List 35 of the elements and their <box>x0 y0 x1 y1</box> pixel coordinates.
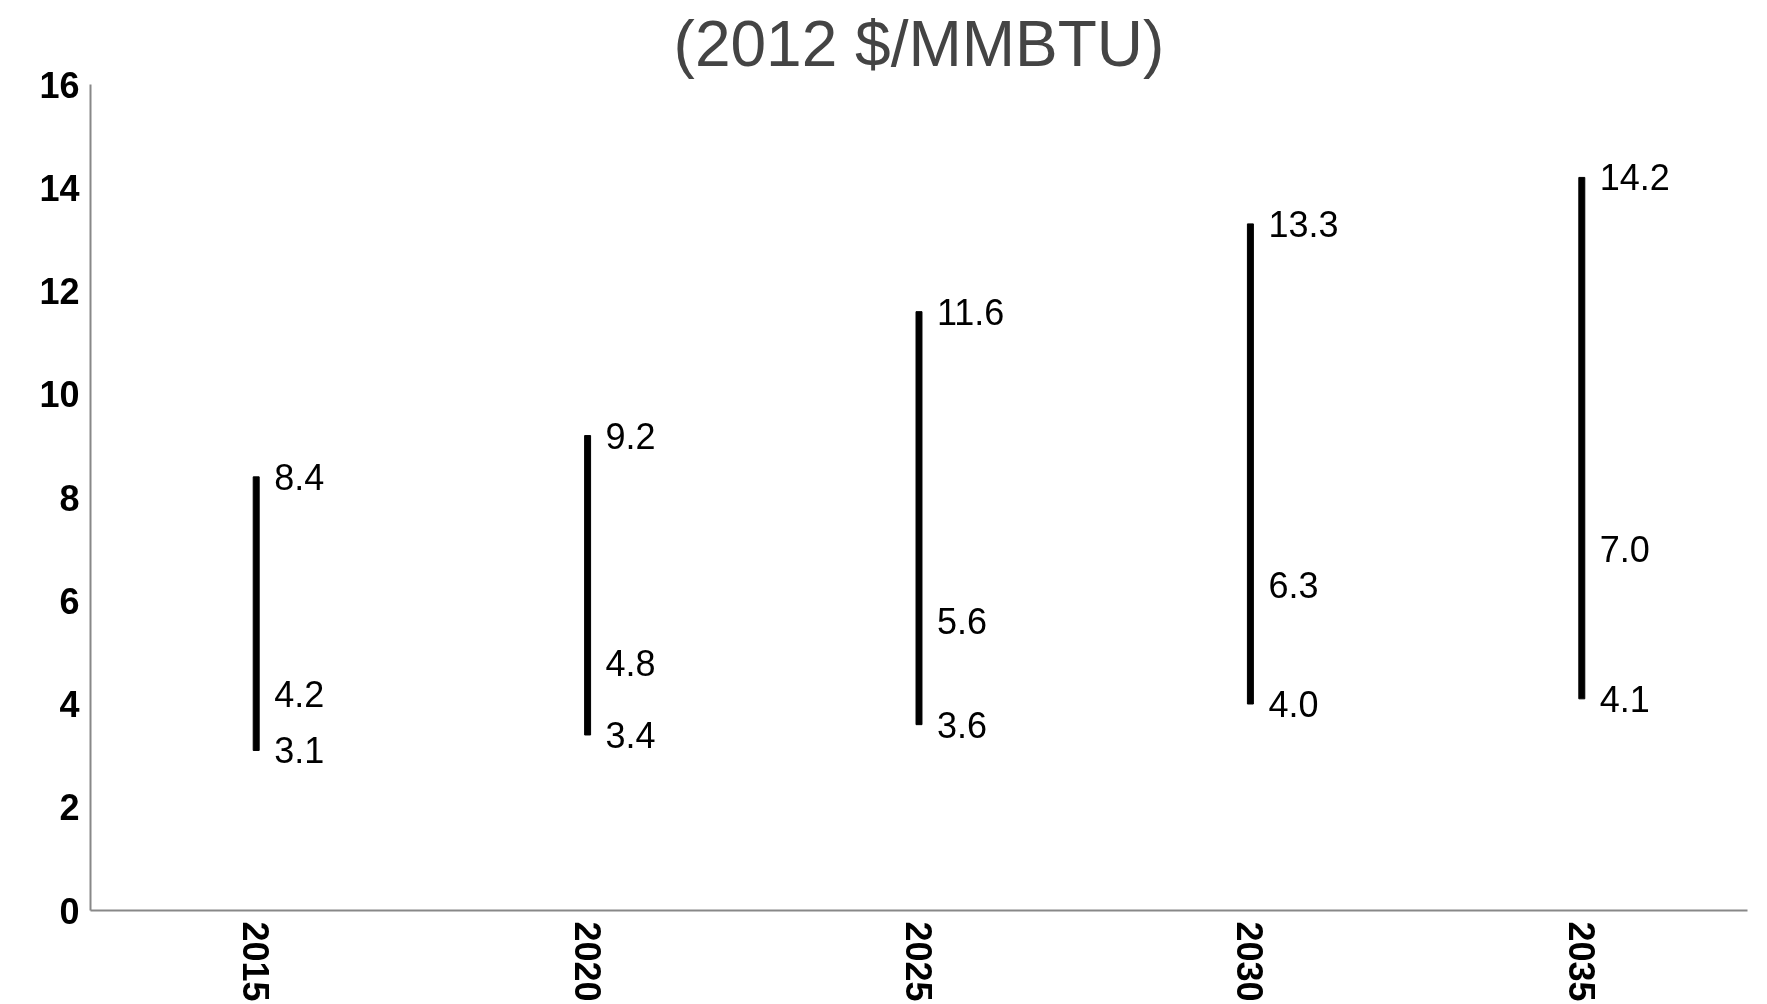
y-tick-label: 14 <box>39 167 80 209</box>
annotation: 3.4 <box>605 714 656 756</box>
y-tick-label: 0 <box>59 890 80 932</box>
x-tick-label: 2030 <box>1229 921 1271 1002</box>
y-tick-label: 4 <box>59 684 80 725</box>
chart-title: (2012 $/MMBTU) <box>673 7 1165 80</box>
annotation: 9.2 <box>605 415 656 457</box>
x-tick-label: 2035 <box>1560 921 1602 1002</box>
annotation: 4.1 <box>1599 678 1650 720</box>
x-tick-label: 2020 <box>566 921 608 1002</box>
annotation: 14.2 <box>1599 157 1670 199</box>
annotation: 3.6 <box>937 704 988 746</box>
x-tick-label: 2025 <box>898 921 939 1002</box>
bar <box>1578 176 1586 700</box>
y-tick-label: 2 <box>59 787 80 829</box>
y-tick-label: 12 <box>39 271 80 312</box>
y-tick-label: 10 <box>39 374 80 416</box>
bar <box>584 435 592 736</box>
annotation: 4.0 <box>1268 684 1319 725</box>
annotation: 7.0 <box>1599 529 1650 571</box>
annotation: 5.6 <box>937 601 988 643</box>
annotation: 4.8 <box>605 642 656 684</box>
bar <box>252 476 260 751</box>
y-tick-label: 16 <box>39 64 80 106</box>
annotation: 8.4 <box>274 456 325 498</box>
y-tick-label: 8 <box>59 477 80 519</box>
annotation: 6.3 <box>1268 565 1319 607</box>
annotation: 3.1 <box>274 730 325 772</box>
x-tick-label: 2015 <box>235 921 277 1002</box>
bar <box>915 311 923 726</box>
y-tick-label: 6 <box>59 580 80 622</box>
annotation: 4.2 <box>274 673 325 715</box>
bar <box>1246 223 1254 705</box>
annotation: 11.6 <box>937 291 1005 333</box>
annotation: 13.3 <box>1268 203 1339 245</box>
